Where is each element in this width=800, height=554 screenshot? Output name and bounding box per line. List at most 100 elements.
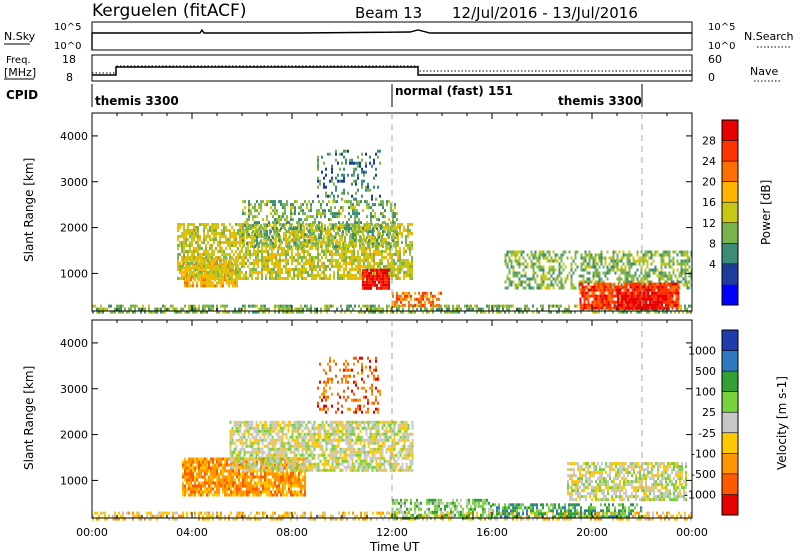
data-cell	[210, 304, 212, 308]
data-cell	[584, 253, 587, 257]
data-cell	[426, 297, 428, 301]
data-cell	[667, 282, 670, 286]
data-cell	[654, 250, 657, 254]
data-cell	[625, 285, 628, 289]
data-cell	[255, 277, 257, 280]
data-cell	[536, 310, 538, 314]
data-cell	[383, 265, 385, 268]
data-cell	[422, 303, 424, 307]
data-cell	[380, 274, 382, 278]
data-cell	[580, 280, 583, 284]
data-cell	[215, 277, 217, 280]
data-cell	[217, 277, 219, 280]
data-cell	[262, 242, 264, 246]
data-cell	[658, 274, 661, 278]
data-cell	[629, 306, 631, 310]
data-cell	[225, 268, 227, 271]
data-cell	[570, 265, 573, 269]
data-cell	[361, 253, 363, 256]
data-cell	[424, 307, 426, 311]
freq-units: [MHz]	[4, 66, 36, 79]
data-cell	[380, 307, 382, 311]
data-cell	[490, 511, 492, 515]
data-cell	[254, 310, 256, 314]
data-cell	[242, 304, 244, 308]
data-cell	[548, 268, 551, 272]
data-cell	[595, 300, 598, 304]
data-cell	[200, 463, 202, 467]
data-cell	[239, 271, 241, 274]
data-cell	[370, 239, 372, 243]
data-cell	[340, 212, 342, 216]
data-cell	[292, 514, 294, 518]
data-cell	[550, 304, 552, 308]
data-cell	[253, 253, 255, 256]
data-cell	[587, 294, 590, 298]
data-cell	[365, 170, 367, 174]
data-cell	[616, 517, 618, 521]
data-cell	[508, 283, 511, 287]
data-cell	[607, 294, 610, 298]
data-cell	[323, 241, 325, 244]
data-cell	[335, 188, 337, 192]
data-cell	[386, 242, 388, 246]
data-cell	[184, 460, 186, 464]
data-cell	[192, 463, 194, 467]
data-cell	[342, 230, 344, 234]
data-cell	[278, 307, 280, 311]
data-cell	[680, 280, 683, 284]
data-cell	[673, 285, 676, 289]
data-cell	[202, 493, 204, 497]
data-cell	[582, 268, 585, 272]
data-cell	[528, 283, 531, 287]
data-cell	[192, 281, 194, 285]
data-cell	[532, 511, 534, 515]
data-cell	[456, 304, 458, 308]
data-cell	[366, 236, 368, 240]
data-cell	[245, 253, 247, 256]
data-cell	[202, 469, 204, 473]
data-cell	[280, 215, 282, 219]
data-cell	[627, 297, 629, 301]
data-cell	[631, 291, 633, 295]
data-cell	[570, 262, 573, 266]
data-cell	[558, 256, 561, 260]
data-cell	[659, 291, 662, 295]
data-cell	[256, 304, 258, 308]
data-cell	[602, 256, 605, 260]
data-cell	[492, 304, 494, 308]
data-cell	[182, 472, 184, 476]
data-cell	[607, 300, 610, 304]
data-cell	[382, 511, 384, 515]
data-cell	[206, 514, 208, 518]
data-cell	[294, 307, 296, 311]
data-cell	[637, 291, 639, 295]
data-cell	[291, 253, 293, 256]
data-cell	[184, 487, 186, 491]
data-cell	[343, 179, 345, 183]
data-cell	[348, 307, 350, 311]
data-cell	[274, 221, 276, 225]
data-cell	[360, 221, 362, 225]
data-cell	[205, 256, 207, 259]
data-cell	[196, 487, 198, 491]
data-cell	[422, 310, 424, 314]
data-cell	[670, 265, 673, 269]
data-cell	[542, 268, 545, 272]
data-cell	[664, 517, 666, 521]
data-cell	[619, 288, 622, 292]
data-cell	[245, 256, 247, 259]
data-cell	[188, 466, 190, 470]
data-cell	[327, 232, 329, 235]
data-cell	[209, 265, 211, 268]
data-cell	[583, 285, 586, 289]
data-cell	[405, 271, 407, 274]
data-cell	[512, 280, 515, 284]
data-cell	[198, 266, 200, 270]
data-cell	[554, 280, 557, 284]
data-cell	[221, 268, 223, 271]
data-cell	[598, 274, 601, 278]
data-cell	[255, 271, 257, 274]
data-cell	[275, 235, 277, 238]
data-cell	[295, 265, 297, 268]
